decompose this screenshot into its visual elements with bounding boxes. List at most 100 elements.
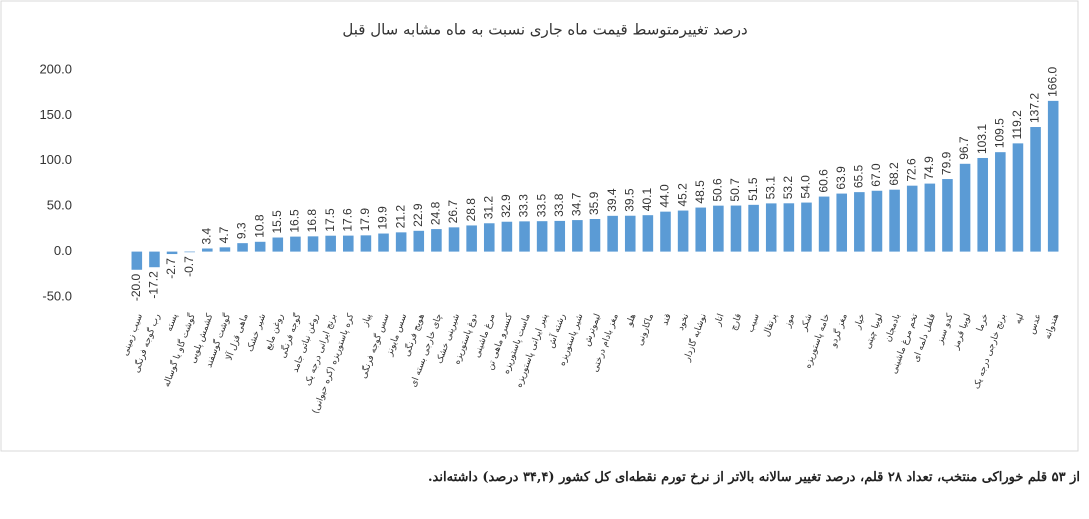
x-tick-label: شکر [799,312,815,333]
bar [1012,143,1024,252]
value-label: -20.0 [129,273,143,301]
value-label: 33.3 [517,194,531,218]
x-tick-label: خرما [975,312,991,332]
value-label: 3.4 [199,228,213,245]
value-label: 74.9 [922,156,936,180]
value-label: 53.2 [781,176,795,200]
value-label: 103.1 [975,124,989,154]
value-label: 50.6 [711,178,725,202]
bar [342,235,354,252]
value-label: -17.2 [147,271,161,299]
x-tick-label: لپه [1013,312,1026,325]
bar [395,232,407,252]
bar [554,220,566,252]
value-label: 65.5 [852,164,866,188]
bar [501,221,513,252]
value-label: 45.2 [675,183,689,207]
value-label: 4.7 [217,226,231,243]
x-tick-label: انار [713,312,727,328]
x-tick-label: موز [783,312,798,330]
chart-title: درصد تغییرمتوسط قیمت ماه جاری نسبت به ما… [342,21,747,39]
value-label: 31.2 [481,196,495,220]
bar [942,179,953,252]
y-tick-label: 100.0 [39,152,72,167]
bar [431,229,442,252]
value-label: 32.9 [499,194,513,218]
bar [854,192,865,252]
bar [765,203,777,252]
value-label: -0.7 [182,256,196,277]
value-label: 166.0 [1045,67,1059,97]
bar [748,204,759,252]
value-label: 51.5 [746,177,760,201]
bar [695,207,707,252]
value-label: 9.3 [235,222,249,239]
x-tick-label: نخود [676,312,691,331]
x-tick-label: پسته [165,312,181,333]
bar [466,225,477,252]
value-label: 44.0 [658,184,672,208]
bar [572,220,583,252]
value-label: 54.0 [799,175,813,199]
value-label: 96.7 [957,136,971,160]
bar [889,189,900,252]
value-label: 33.5 [534,194,548,218]
bar [871,190,883,252]
y-tick-label: 0.0 [54,243,72,258]
bar [624,215,636,252]
value-label: 39.4 [605,188,619,212]
value-label: 24.8 [429,201,443,225]
x-tick-label: قند [660,312,673,326]
bar [924,183,936,252]
bar [272,237,284,252]
value-label: 60.6 [816,169,830,193]
value-label: 68.2 [887,162,901,186]
x-tick-label: پرتقال [762,312,780,338]
chart: درصد تغییرمتوسط قیمت ماه جاری نسبت به ما… [0,0,1079,452]
bar [995,152,1006,252]
bar [642,215,654,252]
value-label: 48.5 [693,180,707,204]
x-tick-label: هلو [624,312,638,328]
value-label: 22.9 [411,203,425,227]
bar [166,251,178,255]
bar [607,215,618,252]
value-label: 72.6 [904,158,918,182]
value-label: 109.5 [992,118,1006,148]
value-label: 19.9 [376,206,390,230]
bar [237,243,248,252]
bar [131,251,143,270]
x-tick-label: بادمجان [883,312,902,343]
value-label: 15.5 [270,210,284,234]
value-label: 119.2 [1010,110,1024,139]
value-label: 39.5 [622,188,636,212]
x-tick-label: هندوانه [1043,312,1062,340]
value-label: 26.7 [446,200,460,224]
value-label: 28.8 [464,198,478,222]
bar [536,221,548,252]
value-label: 53.1 [763,176,777,200]
bar [906,185,918,252]
footer-note: از ۵۳ قلم خوراکی منتخب، تعداد ۲۸ قلم، در… [428,470,1080,485]
y-tick-label: -50.0 [42,288,72,303]
bar [713,205,724,252]
value-label: 137.2 [1028,93,1042,123]
bar [959,163,971,252]
bar [1047,100,1059,252]
bar [801,202,812,252]
bar [254,241,266,252]
bar [483,223,495,252]
bar [413,230,425,252]
value-label: 21.2 [393,205,407,229]
x-tick-label: قارچ [729,312,744,332]
chart-border [0,0,1079,452]
bar [589,219,601,252]
bar [202,248,213,252]
value-label: 50.7 [728,178,742,202]
value-label: 17.5 [323,208,337,232]
y-tick-label: 150.0 [39,107,72,122]
value-label: -2.7 [164,258,178,279]
value-label: 33.8 [552,193,566,217]
value-label: 17.6 [340,208,354,232]
